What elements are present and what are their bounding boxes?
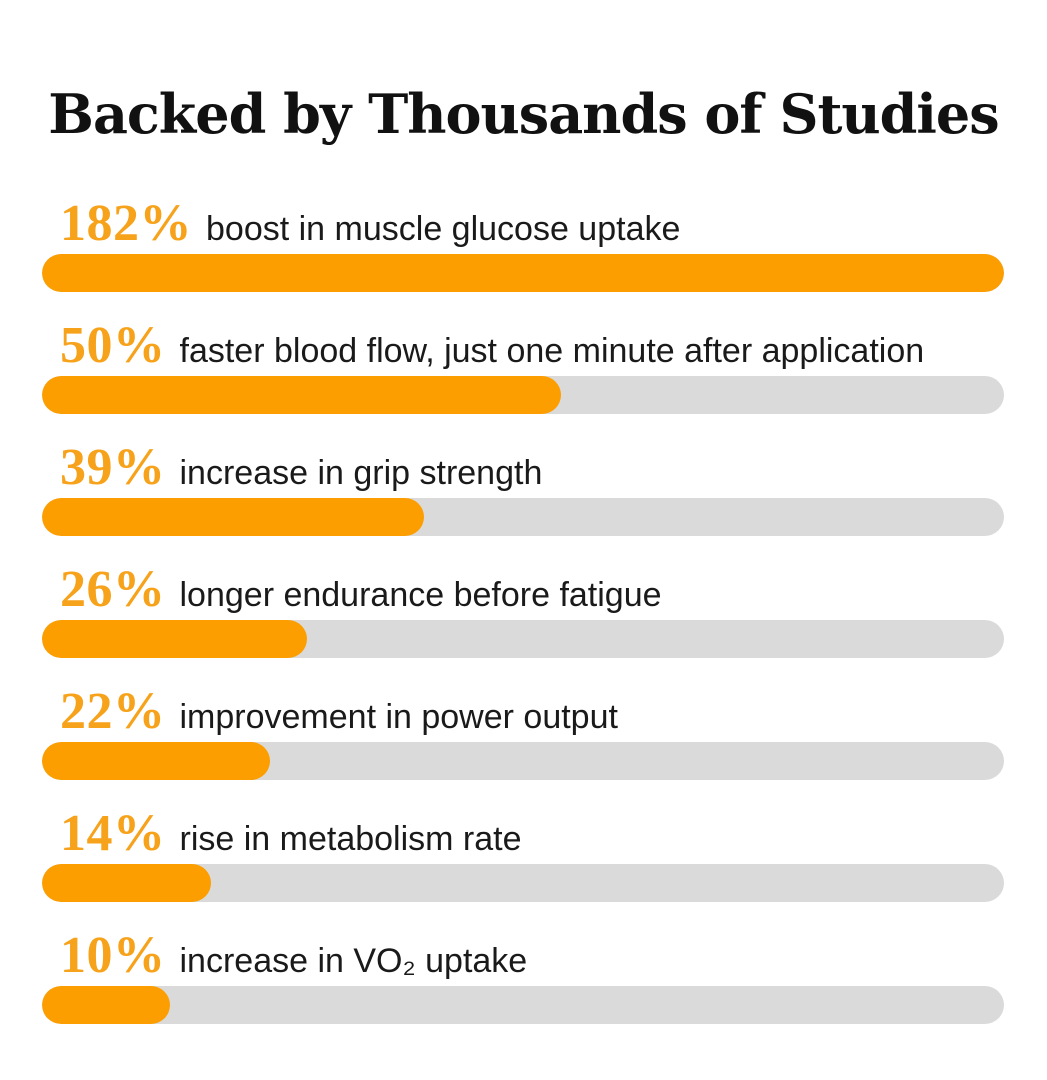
stat-row: 26% longer endurance before fatigue (42, 562, 1004, 662)
stat-label: rise in metabolism rate (179, 820, 522, 858)
bar-fill (42, 498, 424, 536)
stat-label: longer endurance before fatigue (179, 576, 662, 614)
stat-row: 39% increase in grip strength (42, 440, 1004, 540)
stat-value: 14% (60, 805, 166, 862)
stat-label: faster blood flow, just one minute after… (179, 332, 925, 370)
stat-row: 14% rise in metabolism rate (42, 806, 1004, 906)
stat-text: 26% longer endurance before fatigue (60, 562, 662, 618)
bar-track (42, 254, 1004, 292)
stat-text: 39% increase in grip strength (60, 440, 542, 496)
stat-text: 22% improvement in power output (60, 684, 618, 740)
stat-text: 10% increase in VO₂ uptake (60, 928, 527, 984)
bar-fill (42, 986, 170, 1024)
stat-value: 10% (60, 927, 166, 984)
stat-row: 10% increase in VO₂ uptake (42, 928, 1004, 1028)
stat-row: 22% improvement in power output (42, 684, 1004, 784)
stat-text: 14% rise in metabolism rate (60, 806, 522, 862)
stat-value: 50% (60, 317, 166, 374)
bar-track (42, 864, 1004, 902)
stat-value: 182% (60, 195, 192, 252)
stat-value: 39% (60, 439, 166, 496)
bar-track (42, 742, 1004, 780)
stat-text: 50% faster blood flow, just one minute af… (60, 318, 924, 374)
stat-label: increase in VO₂ uptake (179, 942, 528, 980)
page-title: Backed by Thousands of Studies (48, 82, 999, 146)
stat-row: 182% boost in muscle glucose uptake (42, 196, 1004, 296)
stat-row: 50% faster blood flow, just one minute af… (42, 318, 1004, 418)
bar-track (42, 620, 1004, 658)
bar-track (42, 498, 1004, 536)
stat-value: 26% (60, 561, 166, 618)
stat-label: boost in muscle glucose uptake (206, 210, 681, 248)
stat-label: increase in grip strength (179, 454, 543, 492)
stat-label: improvement in power output (179, 698, 618, 736)
bar-track (42, 376, 1004, 414)
bar-fill (42, 620, 307, 658)
bar-track (42, 986, 1004, 1024)
bar-fill (42, 254, 1004, 292)
bar-fill (42, 376, 561, 414)
stat-value: 22% (60, 683, 166, 740)
bar-fill (42, 864, 211, 902)
stat-text: 182% boost in muscle glucose uptake (60, 196, 680, 252)
bar-fill (42, 742, 270, 780)
